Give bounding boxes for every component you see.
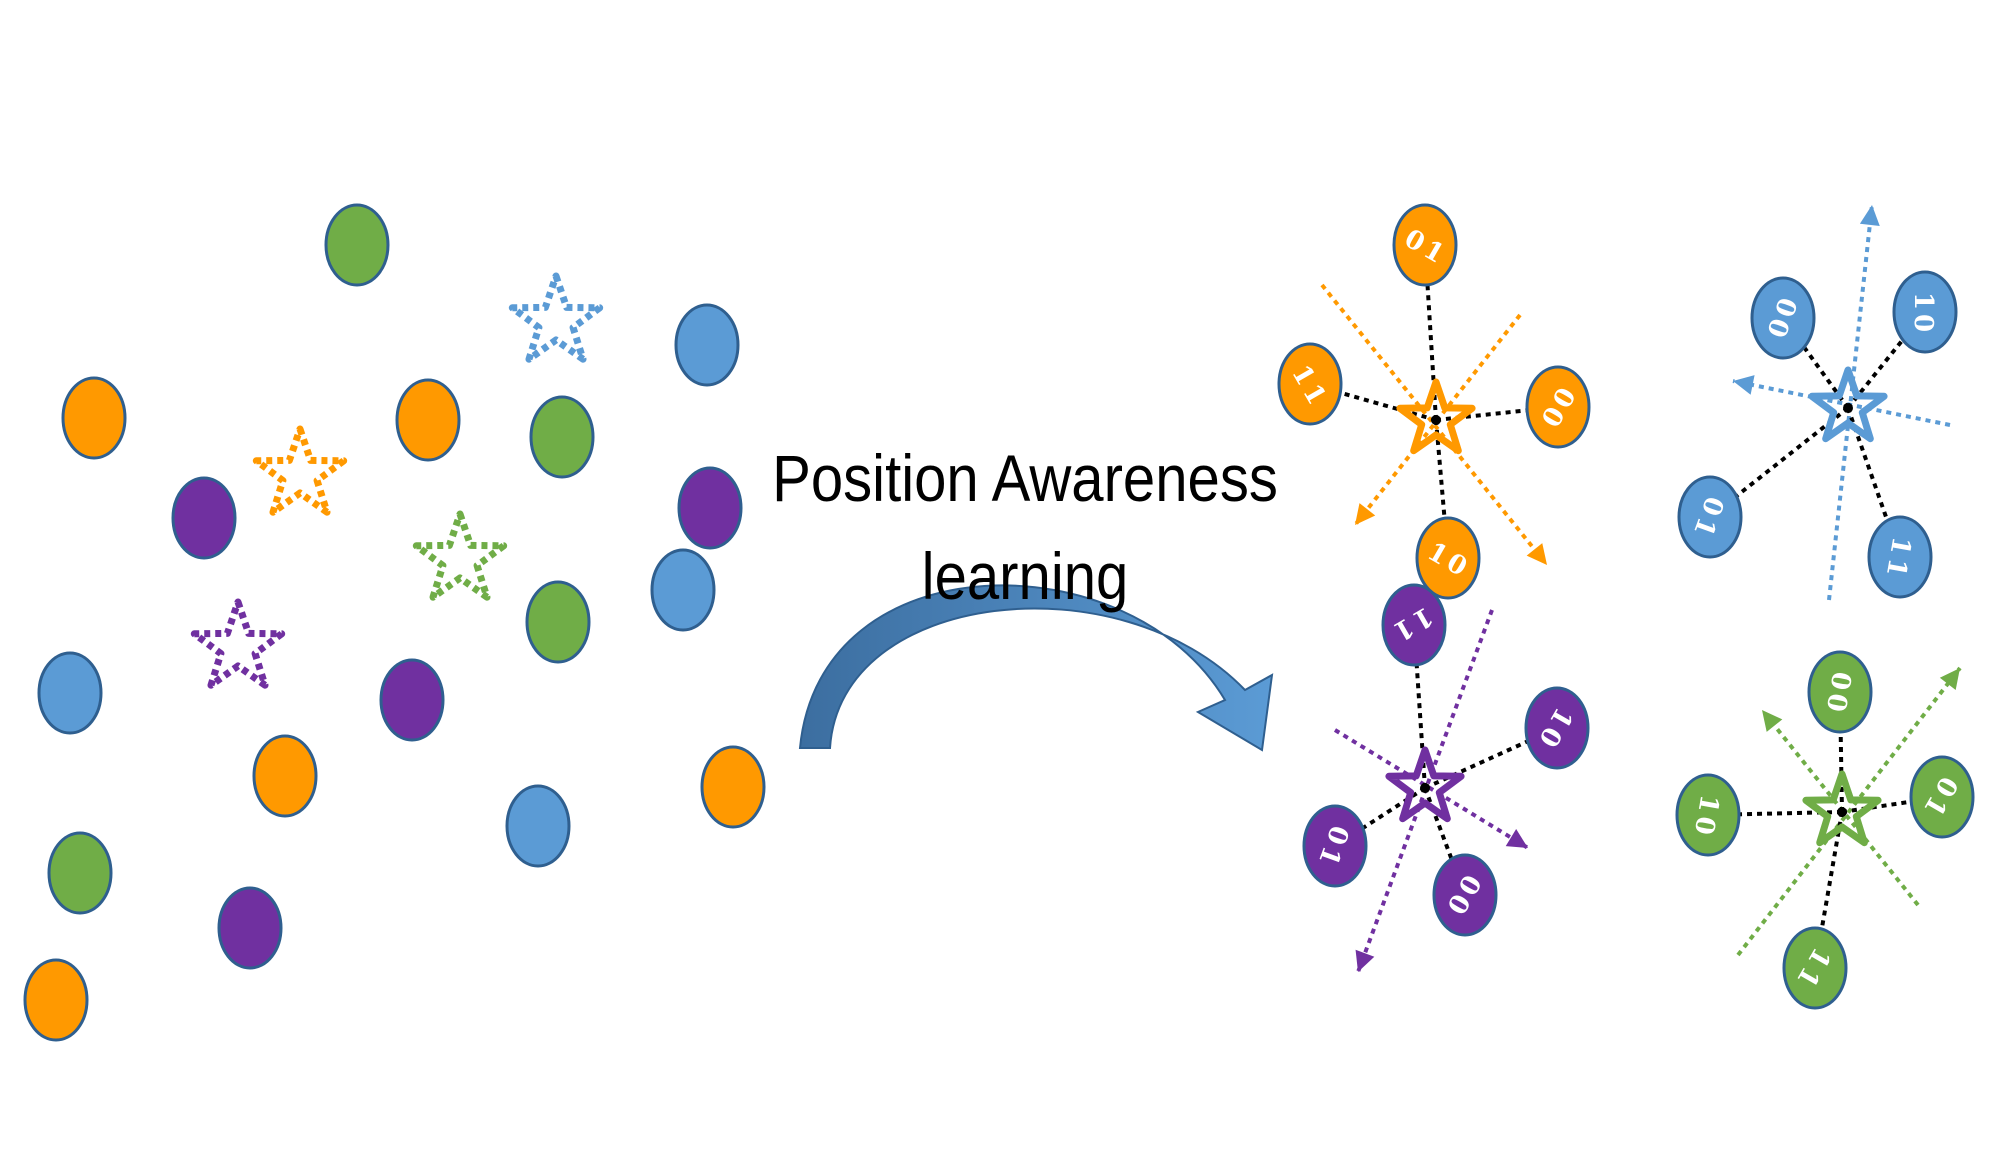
orange-code-node: 10 xyxy=(1415,516,1481,600)
caption-line-1: Position Awareness xyxy=(772,441,1278,515)
purple-data-point xyxy=(217,886,283,970)
purple-code-node: 00 xyxy=(1432,853,1498,937)
orange-data-point xyxy=(700,745,766,829)
orange-data-point xyxy=(23,958,89,1042)
blue-data-point xyxy=(650,548,716,632)
blue-data-point xyxy=(505,784,571,868)
code-bit: 1 xyxy=(1692,792,1725,815)
green-data-point xyxy=(47,831,113,915)
center-dot xyxy=(1837,807,1847,817)
blue-class-center-star xyxy=(508,272,604,363)
blue-data-point xyxy=(674,303,740,387)
orange-code-node: 00 xyxy=(1525,365,1591,449)
blue-center-star xyxy=(1808,366,1888,443)
caption-line-2: learning xyxy=(921,539,1129,613)
orange-center-star xyxy=(1396,378,1476,455)
center-dot xyxy=(1431,415,1441,425)
center-link xyxy=(1333,786,1427,848)
code-bit: 1 xyxy=(1908,292,1938,310)
blue-direction-arrow xyxy=(1827,204,1880,601)
green-code-node: 11 xyxy=(1782,926,1848,1010)
orange-code-node: 11 xyxy=(1277,342,1343,426)
code-bit: 0 xyxy=(1908,314,1938,332)
purple-center-star xyxy=(1385,746,1465,823)
purple-data-point xyxy=(677,466,743,550)
green-center-star xyxy=(1802,770,1882,847)
green-data-point xyxy=(324,203,390,287)
center-link xyxy=(1309,382,1437,422)
blue-data-point xyxy=(37,651,103,735)
center-link xyxy=(1434,419,1450,559)
transform-curved-arrow xyxy=(798,584,1274,752)
purple-direction-arrow xyxy=(1333,728,1530,850)
orange-data-point xyxy=(395,378,461,462)
orange-class-center-star xyxy=(252,425,348,516)
code-bit: 1 xyxy=(1884,534,1917,557)
green-data-point xyxy=(529,395,595,479)
green-code-node: 00 xyxy=(1807,650,1873,734)
code-bit: 0 xyxy=(1688,814,1721,837)
purple-data-point xyxy=(379,658,445,742)
blue-code-node: 10 xyxy=(1892,270,1958,354)
center-dot xyxy=(1843,403,1853,413)
green-data-point xyxy=(525,580,591,664)
unordered-scatter xyxy=(23,203,766,1042)
purple-code-node: 01 xyxy=(1302,804,1368,888)
orange-direction-arrow xyxy=(1320,283,1549,567)
purple-code-node: 10 xyxy=(1524,686,1590,770)
center-dot xyxy=(1420,783,1430,793)
purple-cluster: 11 10 01 00 xyxy=(1302,583,1590,973)
blue-code-node: 01 xyxy=(1677,475,1743,559)
center-link xyxy=(1412,624,1427,789)
purple-class-center-star xyxy=(190,598,286,689)
green-direction-arrow xyxy=(1736,666,1962,957)
code-bit: 1 xyxy=(1880,556,1913,579)
purple-code-node: 11 xyxy=(1381,583,1447,667)
purple-data-point xyxy=(171,476,237,560)
blue-direction-arrow xyxy=(1732,375,1951,427)
code-bit: 0 xyxy=(1820,691,1853,714)
orange-data-point xyxy=(252,734,318,818)
blue-code-node: 00 xyxy=(1750,276,1816,360)
green-code-node: 10 xyxy=(1675,773,1741,857)
blue-code-node: 11 xyxy=(1867,515,1933,599)
code-bit: 0 xyxy=(1824,669,1857,692)
orange-cluster: 01 11 00 10 xyxy=(1277,203,1591,600)
green-class-center-star xyxy=(412,510,508,601)
orange-code-node: 01 xyxy=(1392,203,1458,287)
orange-data-point xyxy=(61,376,127,460)
green-code-node: 01 xyxy=(1909,755,1975,839)
